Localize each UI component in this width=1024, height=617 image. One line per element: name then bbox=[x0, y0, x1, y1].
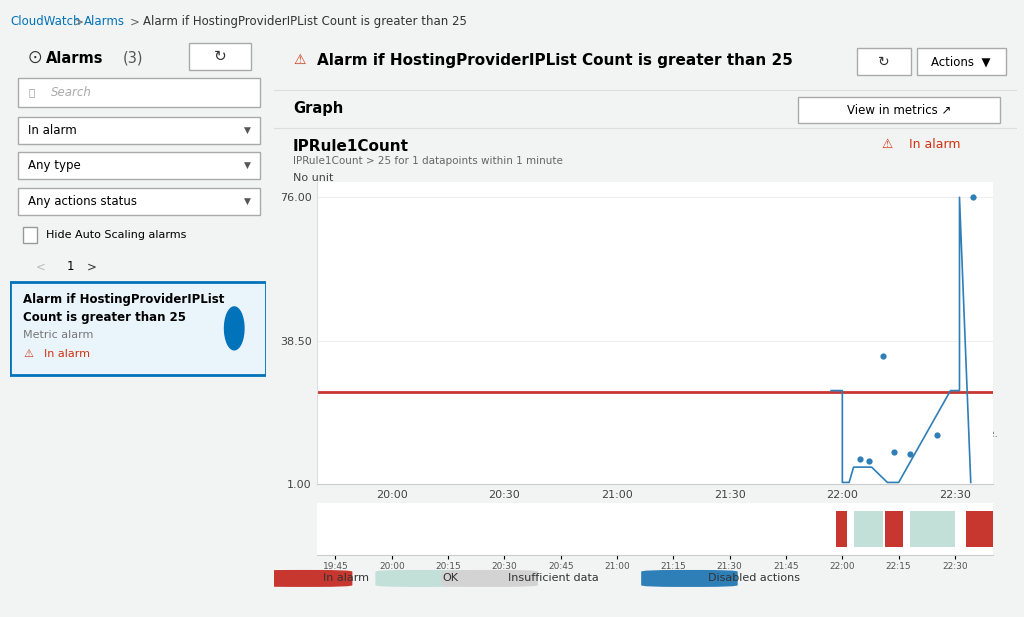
Text: (3): (3) bbox=[123, 51, 143, 65]
Text: IPRule1Count: IPRule1Count bbox=[293, 139, 409, 154]
Text: ▼: ▼ bbox=[244, 126, 251, 135]
Text: Alarm if HostingProviderIPList Count is greater than 25: Alarm if HostingProviderIPList Count is … bbox=[317, 54, 794, 68]
Text: Graph: Graph bbox=[293, 101, 343, 117]
Text: In alarm: In alarm bbox=[43, 349, 89, 359]
Text: ▼: ▼ bbox=[244, 197, 251, 206]
FancyBboxPatch shape bbox=[10, 282, 266, 375]
Text: IPRule1Count > 25 for 1 datapoints within 1 minute: IPRule1Count > 25 for 1 datapoints withi… bbox=[293, 156, 563, 166]
Text: Alarm if HostingProviderIPList Count is greater than 25: Alarm if HostingProviderIPList Count is … bbox=[143, 15, 467, 28]
Bar bbox=[967, 511, 993, 547]
Point bbox=[852, 455, 868, 465]
Text: No unit: No unit bbox=[293, 173, 334, 183]
Bar bbox=[910, 511, 955, 547]
Text: ↻: ↻ bbox=[214, 49, 226, 64]
Text: Alarm if HostingProviderIPList: Alarm if HostingProviderIPList bbox=[23, 293, 224, 307]
FancyBboxPatch shape bbox=[18, 188, 260, 215]
Text: ⚠: ⚠ bbox=[882, 138, 893, 151]
Point bbox=[929, 429, 945, 439]
Text: Search: Search bbox=[51, 86, 92, 99]
FancyBboxPatch shape bbox=[798, 97, 999, 123]
Text: Any actions status: Any actions status bbox=[29, 195, 137, 208]
FancyBboxPatch shape bbox=[18, 117, 260, 144]
FancyBboxPatch shape bbox=[857, 48, 911, 75]
Text: <: < bbox=[36, 260, 46, 273]
Bar bbox=[854, 511, 883, 547]
Point bbox=[861, 457, 878, 466]
Text: CloudWatch: CloudWatch bbox=[10, 15, 81, 28]
FancyBboxPatch shape bbox=[441, 570, 538, 587]
Text: Actions  ▼: Actions ▼ bbox=[932, 56, 991, 68]
Text: Disabled actions: Disabled actions bbox=[708, 573, 800, 584]
Text: >: > bbox=[74, 15, 84, 28]
FancyBboxPatch shape bbox=[18, 78, 260, 107]
Text: Hide Auto Scaling alarms: Hide Auto Scaling alarms bbox=[46, 230, 186, 240]
Text: In alarm: In alarm bbox=[323, 573, 369, 584]
Text: View in metrics ↗: View in metrics ↗ bbox=[847, 104, 951, 117]
Text: ⚠: ⚠ bbox=[23, 349, 33, 359]
Text: ⚠: ⚠ bbox=[293, 54, 305, 67]
Text: In alarm: In alarm bbox=[29, 124, 77, 137]
Text: >: > bbox=[130, 15, 140, 28]
Text: Alarms: Alarms bbox=[84, 15, 125, 28]
Text: ▼: ▼ bbox=[244, 161, 251, 170]
Text: Alarms: Alarms bbox=[46, 51, 103, 65]
FancyBboxPatch shape bbox=[18, 152, 260, 180]
Text: Count is greater than 25: Count is greater than 25 bbox=[23, 312, 186, 325]
Bar bbox=[836, 511, 847, 547]
FancyBboxPatch shape bbox=[189, 43, 251, 70]
FancyBboxPatch shape bbox=[376, 570, 472, 587]
Legend: IPRule1Count: IPRule1Count bbox=[316, 507, 419, 530]
Text: Any type: Any type bbox=[29, 159, 81, 172]
Point bbox=[874, 351, 891, 361]
Text: Insufficient data: Insufficient data bbox=[508, 573, 599, 584]
Text: Click timeline to see the state change at the selected time.: Click timeline to see the state change a… bbox=[688, 429, 998, 439]
FancyBboxPatch shape bbox=[916, 48, 1006, 75]
FancyBboxPatch shape bbox=[256, 570, 352, 587]
Text: 🔍: 🔍 bbox=[29, 88, 35, 97]
FancyBboxPatch shape bbox=[641, 570, 737, 587]
Text: ⨀: ⨀ bbox=[29, 51, 41, 64]
Text: In alarm: In alarm bbox=[909, 138, 961, 151]
Bar bbox=[885, 511, 903, 547]
Point bbox=[902, 449, 919, 458]
Text: ↻: ↻ bbox=[879, 55, 890, 69]
Text: OK: OK bbox=[442, 573, 458, 584]
Text: 1: 1 bbox=[67, 260, 74, 273]
Text: >: > bbox=[87, 260, 97, 273]
Text: Metric alarm: Metric alarm bbox=[23, 330, 93, 340]
Point bbox=[886, 447, 902, 457]
Point bbox=[965, 193, 981, 202]
Circle shape bbox=[224, 307, 244, 350]
Bar bbox=[23, 227, 37, 243]
